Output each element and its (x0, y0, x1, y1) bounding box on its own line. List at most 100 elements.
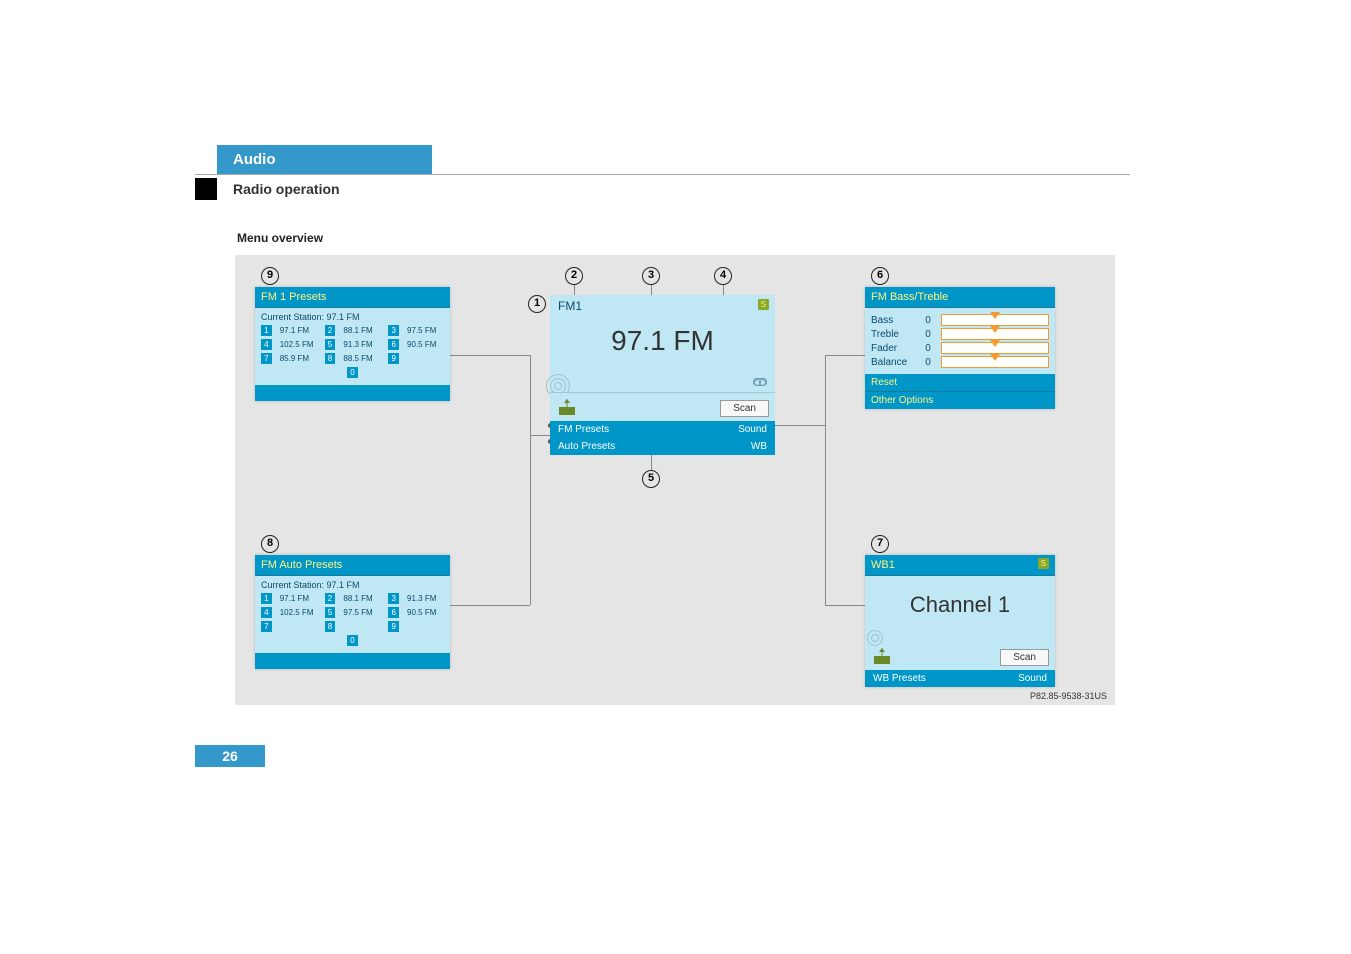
preset-num[interactable]: 6 (388, 607, 399, 618)
connector (825, 355, 865, 356)
sat-badge: S (758, 299, 769, 310)
preset-freq: 102.5 FM (280, 340, 317, 349)
preset-num[interactable]: 0 (347, 635, 358, 646)
callout-8: 8 (261, 535, 279, 553)
fm-band-label: FM1 (558, 299, 582, 313)
callout-9: 9 (261, 267, 279, 285)
sound-label: Bass (871, 315, 915, 326)
wb-scan-row: Scan (865, 646, 1055, 670)
callout-7: 7 (871, 535, 889, 553)
wb-softkey-menu: WB Presets Sound (865, 670, 1055, 687)
stereo-icon (753, 378, 767, 386)
signal-icon (554, 370, 580, 390)
softkey-sound[interactable]: Sound (1018, 673, 1047, 684)
callout-5: 5 (642, 470, 660, 488)
seek-icon[interactable] (556, 399, 578, 417)
preset-num[interactable]: 7 (261, 353, 272, 364)
sound-label: Balance (871, 357, 915, 368)
sound-label: Fader (871, 343, 915, 354)
preset-num[interactable]: 1 (261, 325, 272, 336)
signal-icon (871, 622, 897, 642)
sound-panel-title: FM Bass/Treble (865, 287, 1055, 308)
preset-freq: 97.1 FM (280, 326, 317, 335)
callout-3: 3 (642, 267, 660, 285)
fm1-presets-panel: FM 1 Presets Current Station: 97.1 FM 19… (255, 287, 450, 401)
softkey-wb[interactable]: WB (751, 441, 767, 452)
balance-slider[interactable] (941, 356, 1049, 368)
fm-auto-presets-panel: FM Auto Presets Current Station: 97.1 FM… (255, 555, 450, 669)
sound-value: 0 (921, 329, 935, 340)
current-station-label: Current Station: 97.1 FM (261, 580, 444, 590)
wb-panel: WB1 S Channel 1 Scan WB Presets Soun (865, 555, 1055, 687)
sound-other-options[interactable]: Other Options (865, 391, 1055, 409)
preset-freq: 97.1 FM (280, 594, 317, 603)
treble-slider[interactable] (941, 328, 1049, 340)
preset-freq: 88.5 FM (343, 354, 380, 363)
connector (530, 435, 550, 436)
bass-slider[interactable] (941, 314, 1049, 326)
fm-auto-presets-title: FM Auto Presets (255, 555, 450, 576)
preset-num[interactable]: 1 (261, 593, 272, 604)
preset-num[interactable]: 7 (261, 621, 272, 632)
preset-num[interactable]: 9 (388, 353, 399, 364)
figure-id: P82.85-9538-31US (1030, 691, 1107, 701)
sound-bass-row: Bass 0 (871, 314, 1049, 326)
preset-freq: 90.5 FM (407, 608, 444, 617)
fm-scan-row: Scan (550, 393, 775, 421)
callout-1: 1 (528, 295, 546, 313)
fm-frequency: 97.1 FM (550, 295, 775, 357)
preset-num[interactable]: 5 (325, 607, 336, 618)
softkey-auto-presets[interactable]: Auto Presets (558, 441, 615, 452)
preset-num[interactable]: 2 (325, 593, 336, 604)
preset-freq: 102.5 FM (280, 608, 317, 617)
preset-num[interactable]: 6 (388, 339, 399, 350)
subsection-title: Menu overview (237, 231, 1130, 245)
fm1-presets-title: FM 1 Presets (255, 287, 450, 308)
preset-freq: 97.5 FM (407, 326, 444, 335)
chapter-header: Audio (217, 145, 432, 174)
wb-band-header: WB1 S (865, 555, 1055, 576)
preset-num[interactable]: 2 (325, 325, 336, 336)
preset-num[interactable]: 0 (347, 367, 358, 378)
connector (450, 605, 530, 606)
scan-button[interactable]: Scan (720, 400, 769, 417)
scan-button[interactable]: Scan (1000, 649, 1049, 666)
fm-softkey-menu: FM Presets Sound Auto Presets WB (550, 421, 775, 455)
current-station-label: Current Station: 97.1 FM (261, 312, 444, 322)
sound-fader-row: Fader 0 (871, 342, 1049, 354)
preset-freq: 91.3 FM (343, 340, 380, 349)
preset-num[interactable]: 8 (325, 353, 336, 364)
preset-num[interactable]: 4 (261, 607, 272, 618)
sound-panel: FM Bass/Treble Bass 0 Treble 0 Fader 0 (865, 287, 1055, 409)
sound-reset[interactable]: Reset (865, 374, 1055, 391)
connector (450, 355, 530, 356)
preset-freq: 90.5 FM (407, 340, 444, 349)
menu-overview-figure: 9 2 3 4 1 5 6 7 8 FM 1 Presets Current (235, 255, 1115, 705)
page-number: 26 (195, 745, 265, 767)
preset-num[interactable]: 5 (325, 339, 336, 350)
seek-icon[interactable] (871, 648, 893, 666)
preset-freq: 91.3 FM (407, 594, 444, 603)
connector (530, 355, 531, 605)
sat-badge: S (1038, 558, 1049, 569)
panel-footer (255, 653, 450, 669)
preset-num[interactable]: 3 (388, 593, 399, 604)
section-marker (195, 178, 217, 200)
preset-num[interactable]: 3 (388, 325, 399, 336)
softkey-sound[interactable]: Sound (738, 424, 767, 435)
softkey-fm-presets[interactable]: FM Presets (558, 424, 609, 435)
connector (651, 455, 652, 470)
connector (825, 355, 826, 605)
panel-footer (255, 385, 450, 401)
sound-value: 0 (921, 315, 935, 326)
sound-value: 0 (921, 357, 935, 368)
wb-channel: Channel 1 (871, 580, 1049, 618)
sound-balance-row: Balance 0 (871, 356, 1049, 368)
preset-num[interactable]: 9 (388, 621, 399, 632)
fm-display-top: FM1 S 97.1 FM (550, 295, 775, 393)
fm-main-display: FM1 S 97.1 FM Scan FM Presets (550, 295, 775, 455)
preset-num[interactable]: 8 (325, 621, 336, 632)
preset-num[interactable]: 4 (261, 339, 272, 350)
fader-slider[interactable] (941, 342, 1049, 354)
softkey-wb-presets[interactable]: WB Presets (873, 673, 926, 684)
